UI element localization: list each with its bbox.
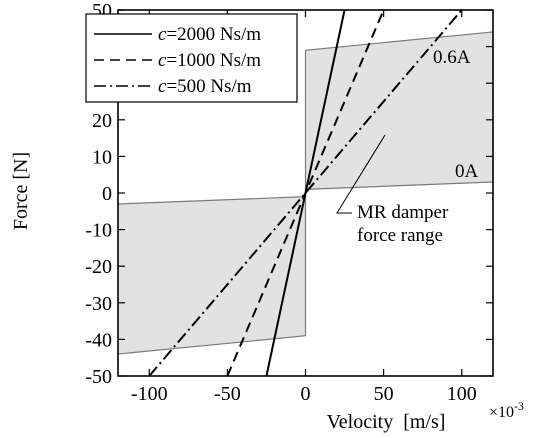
series-layer [148,9,463,377]
legend: c=2000 Ns/m c=1000 Ns/m c=500 Ns/m [85,13,298,103]
x-tick-label: 0 [301,383,311,405]
label-0a: 0A [455,161,479,182]
y-tick-label: -20 [85,256,112,278]
y-tick-label: -40 [85,329,112,351]
x-axis-label: Velocity [m/s] [327,411,446,433]
y-tick-label: -50 [85,366,112,388]
x-tick-label: -50 [214,383,241,405]
annotation-leader-line [336,134,386,214]
label-0.6a: 0.6A [433,47,471,68]
series-line-1 [226,9,385,377]
x-tick-label: -100 [131,383,168,405]
y-tick-label: -10 [85,220,112,242]
x-axis-multiplier: ×10-3 [489,399,524,421]
x-tick-label: 50 [374,383,394,405]
y-tick-label: -30 [85,293,112,315]
annotation-line-1: MR damper [357,202,449,223]
annotation: MR damper force range [336,134,449,246]
annotation-line-2: force range [357,225,443,246]
y-tick-label: 10 [92,146,112,168]
legend-label-c2000: c=2000 Ns/m [158,24,261,45]
x-tick-label: 100 [447,383,477,405]
force-range-positive [305,31,493,190]
y-axis-label: Force [N] [10,152,32,230]
legend-label-c500: c=500 Ns/m [158,76,252,97]
y-tick-label: 20 [92,110,112,132]
force-range-negative [118,196,306,355]
legend-box [85,13,298,103]
legend-label-c1000: c=1000 Ns/m [158,50,261,71]
force-range-layer [117,31,494,355]
series-line-2 [148,9,463,377]
y-tick-label: 0 [102,183,112,205]
